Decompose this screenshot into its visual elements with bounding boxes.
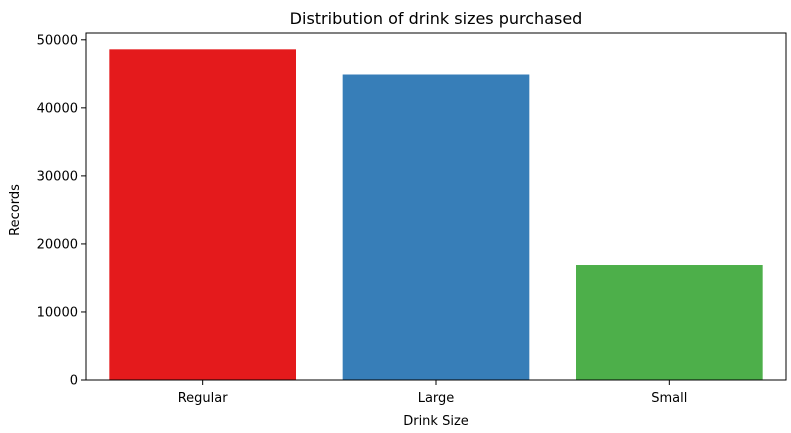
x-axis-ticks: Regular Large Small <box>178 380 687 406</box>
plot-area-frame <box>85 32 787 381</box>
y-axis-label: Records <box>8 184 23 236</box>
bar-large <box>342 74 530 381</box>
bar-regular <box>109 49 296 381</box>
bar-small <box>576 265 763 380</box>
y-axis-ticks: 0 10000 20000 30000 40000 50000 <box>37 33 86 389</box>
y-tick-label: 10000 <box>37 305 78 320</box>
y-tick-label: 20000 <box>37 237 78 252</box>
y-tick-label: 0 <box>70 374 78 389</box>
y-tick-label: 40000 <box>37 101 78 116</box>
chart-title: Distribution of drink sizes purchased <box>290 9 583 28</box>
x-tick-label: Regular <box>178 391 229 406</box>
x-tick-label: Large <box>418 391 455 406</box>
x-axis-label: Drink Size <box>403 414 469 429</box>
y-tick-label: 30000 <box>37 169 78 184</box>
y-tick-label: 50000 <box>37 33 78 48</box>
bars-group <box>109 49 763 381</box>
x-tick-label: Small <box>651 391 687 406</box>
